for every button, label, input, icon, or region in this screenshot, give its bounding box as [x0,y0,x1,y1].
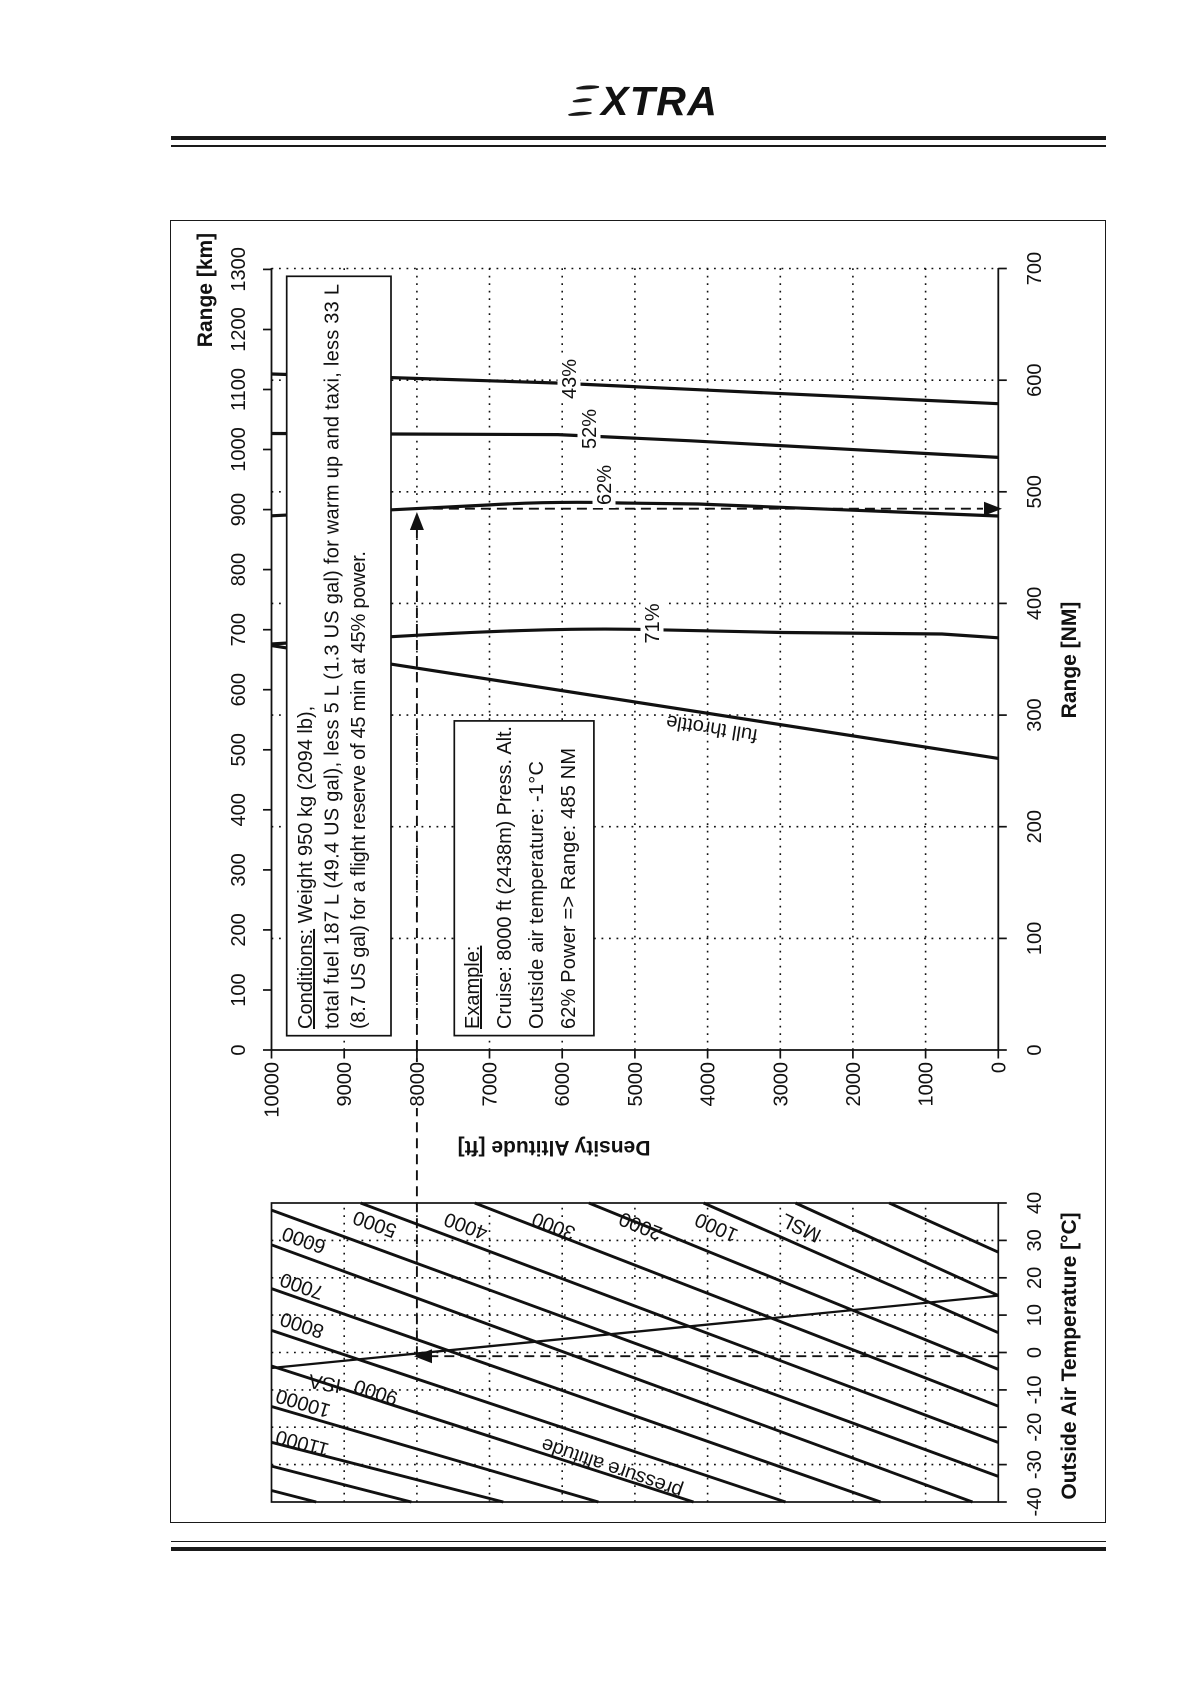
svg-text:XTRA: XTRA [599,78,718,122]
svg-text:0: 0 [1024,1045,1046,1056]
svg-text:700: 700 [1024,252,1046,285]
svg-text:0: 0 [228,1045,250,1056]
svg-text:11000: 11000 [273,1426,331,1461]
svg-text:8000: 8000 [277,1308,326,1343]
svg-text:8000: 8000 [406,1062,428,1107]
svg-text:900: 900 [228,493,250,526]
svg-text:-20: -20 [1024,1413,1046,1442]
svg-text:5000: 5000 [350,1206,399,1242]
svg-text:1300: 1300 [228,248,250,293]
svg-text:full throttle: full throttle [664,711,759,747]
svg-text:40: 40 [1024,1192,1046,1214]
svg-text:700: 700 [228,613,250,646]
svg-text:600: 600 [1024,364,1046,397]
svg-text:ISA: ISA [306,1370,342,1397]
svg-text:62%: 62% [594,465,616,505]
svg-text:-40: -40 [1024,1488,1046,1517]
svg-text:0: 0 [988,1062,1010,1073]
svg-text:800: 800 [228,553,250,586]
svg-text:200: 200 [1024,810,1046,843]
svg-text:1000: 1000 [691,1208,741,1246]
svg-text:300: 300 [1024,699,1046,732]
svg-text:43%: 43% [559,359,581,399]
svg-text:500: 500 [1024,476,1046,509]
svg-text:62% Power => Range: 485 NM: 62% Power => Range: 485 NM [558,748,580,1029]
svg-text:Conditions: Weight 950 kg (209: Conditions: Weight 950 kg (2094 lb), [295,706,317,1029]
svg-text:Range [km]: Range [km] [194,233,217,347]
svg-text:2000: 2000 [616,1207,666,1244]
svg-text:-10: -10 [1024,1376,1046,1405]
svg-text:52%: 52% [579,409,601,449]
svg-text:0: 0 [1024,1347,1046,1358]
svg-text:6000: 6000 [552,1062,574,1107]
svg-text:100: 100 [1024,922,1046,955]
svg-text:Outside Air Temperature [°C]: Outside Air Temperature [°C] [1058,1213,1081,1500]
svg-text:7000: 7000 [479,1062,501,1107]
svg-text:Range [NM]: Range [NM] [1058,602,1081,719]
svg-text:600: 600 [228,673,250,706]
svg-text:9000: 9000 [351,1375,400,1410]
svg-text:Outside air temperature: -1°C: Outside air temperature: -1°C [526,761,548,1029]
svg-text:10: 10 [1024,1304,1046,1326]
svg-text:10000: 10000 [261,1062,283,1118]
svg-text:total fuel 187 L (49.4 US gal): total fuel 187 L (49.4 US gal), less 5 L… [321,284,343,1029]
svg-text:30: 30 [1024,1230,1046,1252]
svg-text:MSL: MSL [778,1209,825,1247]
svg-text:-30: -30 [1024,1451,1046,1480]
svg-text:1000: 1000 [915,1062,937,1107]
svg-text:100: 100 [228,974,250,1007]
svg-text:9000: 9000 [334,1062,356,1107]
svg-text:300: 300 [228,854,250,887]
svg-text:1000: 1000 [228,428,250,473]
svg-text:71%: 71% [642,604,664,644]
svg-text:20: 20 [1024,1267,1046,1289]
svg-text:5000: 5000 [624,1062,646,1107]
svg-text:2000: 2000 [842,1062,864,1107]
svg-text:3000: 3000 [770,1062,792,1107]
svg-text:400: 400 [228,794,250,827]
svg-text:200: 200 [228,914,250,947]
svg-text:1200: 1200 [228,308,250,353]
svg-text:500: 500 [228,734,250,767]
svg-text:Density Altitude [ft]: Density Altitude [ft] [457,1136,650,1159]
svg-text:1100: 1100 [228,368,250,411]
svg-text:4000: 4000 [697,1062,719,1107]
svg-text:4000: 4000 [441,1208,490,1244]
svg-text:3000: 3000 [529,1208,578,1244]
svg-text:Cruise: 8000 ft (2438m) Press.: Cruise: 8000 ft (2438m) Press. Alt. [494,726,516,1029]
svg-text:(8.7 US gal) for a flight rese: (8.7 US gal) for a flight reserve of 45 … [348,551,370,1029]
svg-text:Example:: Example: [462,946,484,1029]
svg-text:400: 400 [1024,587,1046,620]
